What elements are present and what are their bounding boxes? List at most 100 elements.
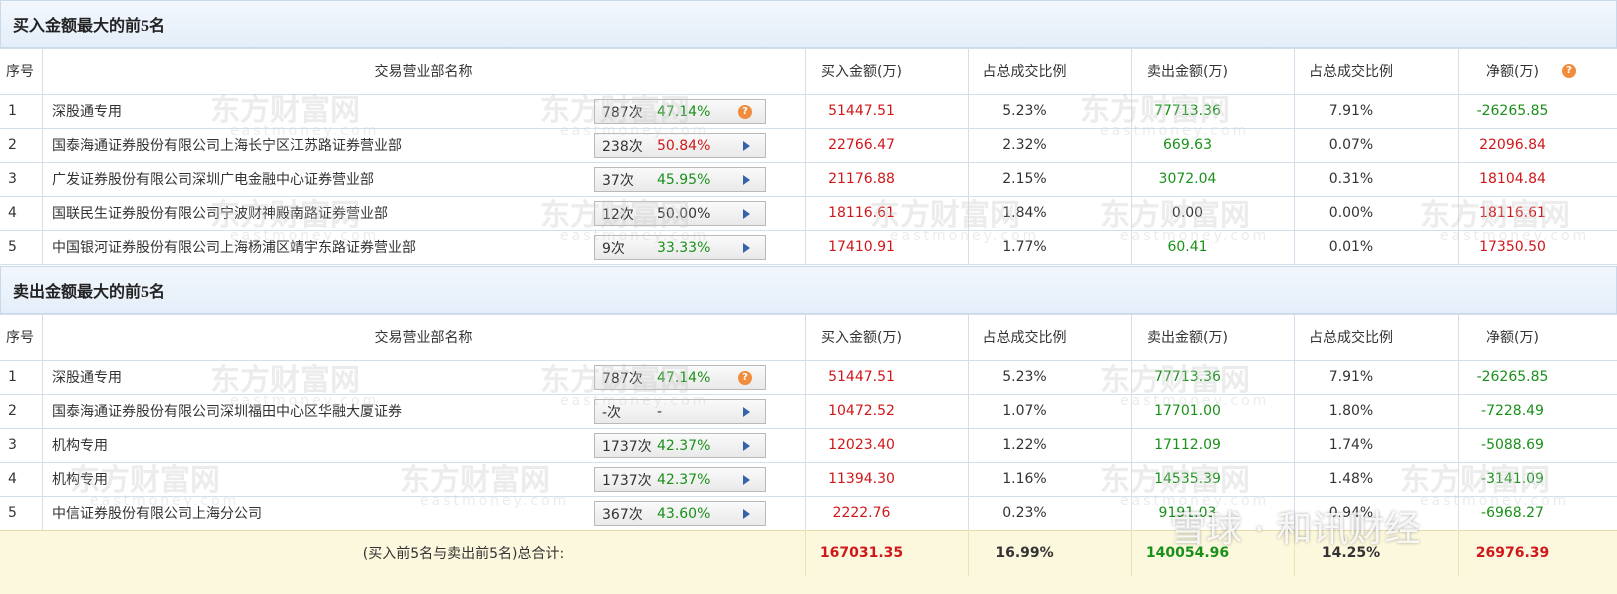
total-buy-ratio: 16.99% [995,545,1054,561]
help-icon[interactable]: ? [1562,64,1576,78]
col-border [1458,314,1459,530]
total-sell: 140054.96 [1145,545,1230,561]
watermark-domain: eastmoney.com [230,123,380,139]
badge[interactable]: 9次 33.33% [594,235,766,260]
watermark-domain: eastmoney.com [1120,228,1270,244]
watermark-domain: eastmoney.com [560,228,710,244]
win-rate: 45.95% [657,171,711,188]
buy-ratio: 0.23% [1002,505,1047,521]
buy-ratio: 5.23% [1002,369,1047,385]
trade-count: 1737次 [602,438,652,455]
watermark-domain: eastmoney.com [90,493,240,509]
buy-amount: 18116.61 [828,205,895,221]
arrow-icon [743,509,750,519]
sell-amount: 669.63 [1163,137,1212,153]
sell-amount: 17701.00 [1154,403,1221,419]
help-icon: ? [738,105,752,119]
row-border [0,48,1617,49]
buy-amount: 10472.52 [828,403,895,419]
watermark-domain: eastmoney.com [560,123,710,139]
sell-amount: 17112.09 [1154,437,1221,453]
row-border [0,162,1617,163]
row-border [0,230,1617,231]
sell-ratio: 0.01% [1328,239,1374,255]
badge[interactable]: 12次 50.00% [594,201,766,226]
buy-ratio: 2.32% [1002,137,1047,153]
col-border [968,48,969,264]
buy-amount: 2222.76 [832,505,891,521]
col-border [42,48,43,264]
sell-ratio: 0.94% [1328,505,1374,521]
buy-ratio: 1.77% [1002,239,1047,255]
sell-amount: 60.41 [1167,239,1208,255]
buy-amount: 21176.88 [828,171,895,187]
badge[interactable]: 1737次 42.37% [594,433,766,458]
badge[interactable]: 787次 47.14%? [594,365,766,390]
broker-name: 中国银河证券股份有限公司上海杨浦区靖宇东路证券营业部 [52,240,416,256]
buy-amount: 51447.51 [828,369,895,385]
column-header: 占总成交比例 [982,330,1067,346]
column-header: 交易营业部名称 [374,330,473,346]
net-amount: -26265.85 [1476,103,1549,119]
row-border [0,394,1617,395]
watermark-domain: eastmoney.com [1440,228,1590,244]
badge[interactable]: 367次 43.60% [594,501,766,526]
trade-count: 1737次 [602,472,652,489]
broker-name: 广发证券股份有限公司深圳广电金融中心证券营业部 [52,172,374,188]
broker-name: 国泰海通证券股份有限公司深圳福田中心区华融大厦证券 [52,404,402,420]
sell-amount: 0.00 [1171,205,1204,221]
rank: 5 [8,239,17,255]
arrow-icon [743,141,750,151]
col-border [1294,314,1295,530]
win-rate: 47.14% [657,369,711,386]
column-header: 序号 [6,64,34,80]
badge[interactable]: -次 - [594,399,766,424]
badge[interactable]: 238次 50.84% [594,133,766,158]
sell-ratio: 1.74% [1328,437,1374,453]
column-header: 买入金额(万) [821,330,902,346]
sell-ratio: 7.91% [1328,369,1374,385]
arrow-icon [743,243,750,253]
trade-count: 787次 [602,370,643,387]
rank: 5 [8,505,17,521]
rank: 4 [8,205,17,221]
watermark-domain: eastmoney.com [560,393,710,409]
trade-count: 787次 [602,104,643,121]
total-sell-ratio: 14.25% [1321,545,1381,561]
column-header: 净额(万) [1486,330,1539,346]
arrow-icon [743,209,750,219]
col-border [1294,530,1295,576]
win-rate: - [657,403,663,420]
column-header: 序号 [6,330,34,346]
buy-amount: 12023.40 [828,437,895,453]
column-header: 交易营业部名称 [374,64,473,80]
col-border [42,314,43,530]
badge[interactable]: 37次 45.95% [594,167,766,192]
watermark-domain: eastmoney.com [420,493,570,509]
sell-amount: 14535.39 [1154,471,1221,487]
col-border [968,314,969,530]
broker-name: 机构专用 [52,438,108,454]
trade-count: 12次 [602,206,634,223]
col-border [805,48,806,264]
help-icon: ? [738,371,752,385]
rank: 2 [8,137,17,153]
badge[interactable]: 787次 47.14%? [594,99,766,124]
section-title: 买入金额最大的前5名 [0,0,1617,48]
col-border [1458,48,1459,264]
watermark-domain: eastmoney.com [230,228,380,244]
trade-count: -次 [602,404,622,421]
row-border [0,128,1617,129]
watermark-domain: eastmoney.com [1420,493,1570,509]
buy-ratio: 1.84% [1002,205,1047,221]
row-border [0,94,1617,95]
watermark-domain: eastmoney.com [1120,393,1270,409]
col-border [1131,314,1132,530]
row-border [0,264,1617,265]
broker-name: 国泰海通证券股份有限公司上海长宁区江苏路证券营业部 [52,138,402,154]
sell-ratio: 7.91% [1328,103,1374,119]
buy-ratio: 1.16% [1002,471,1047,487]
badge[interactable]: 1737次 42.37% [594,467,766,492]
buy-ratio: 2.15% [1002,171,1047,187]
buy-ratio: 1.07% [1002,403,1047,419]
